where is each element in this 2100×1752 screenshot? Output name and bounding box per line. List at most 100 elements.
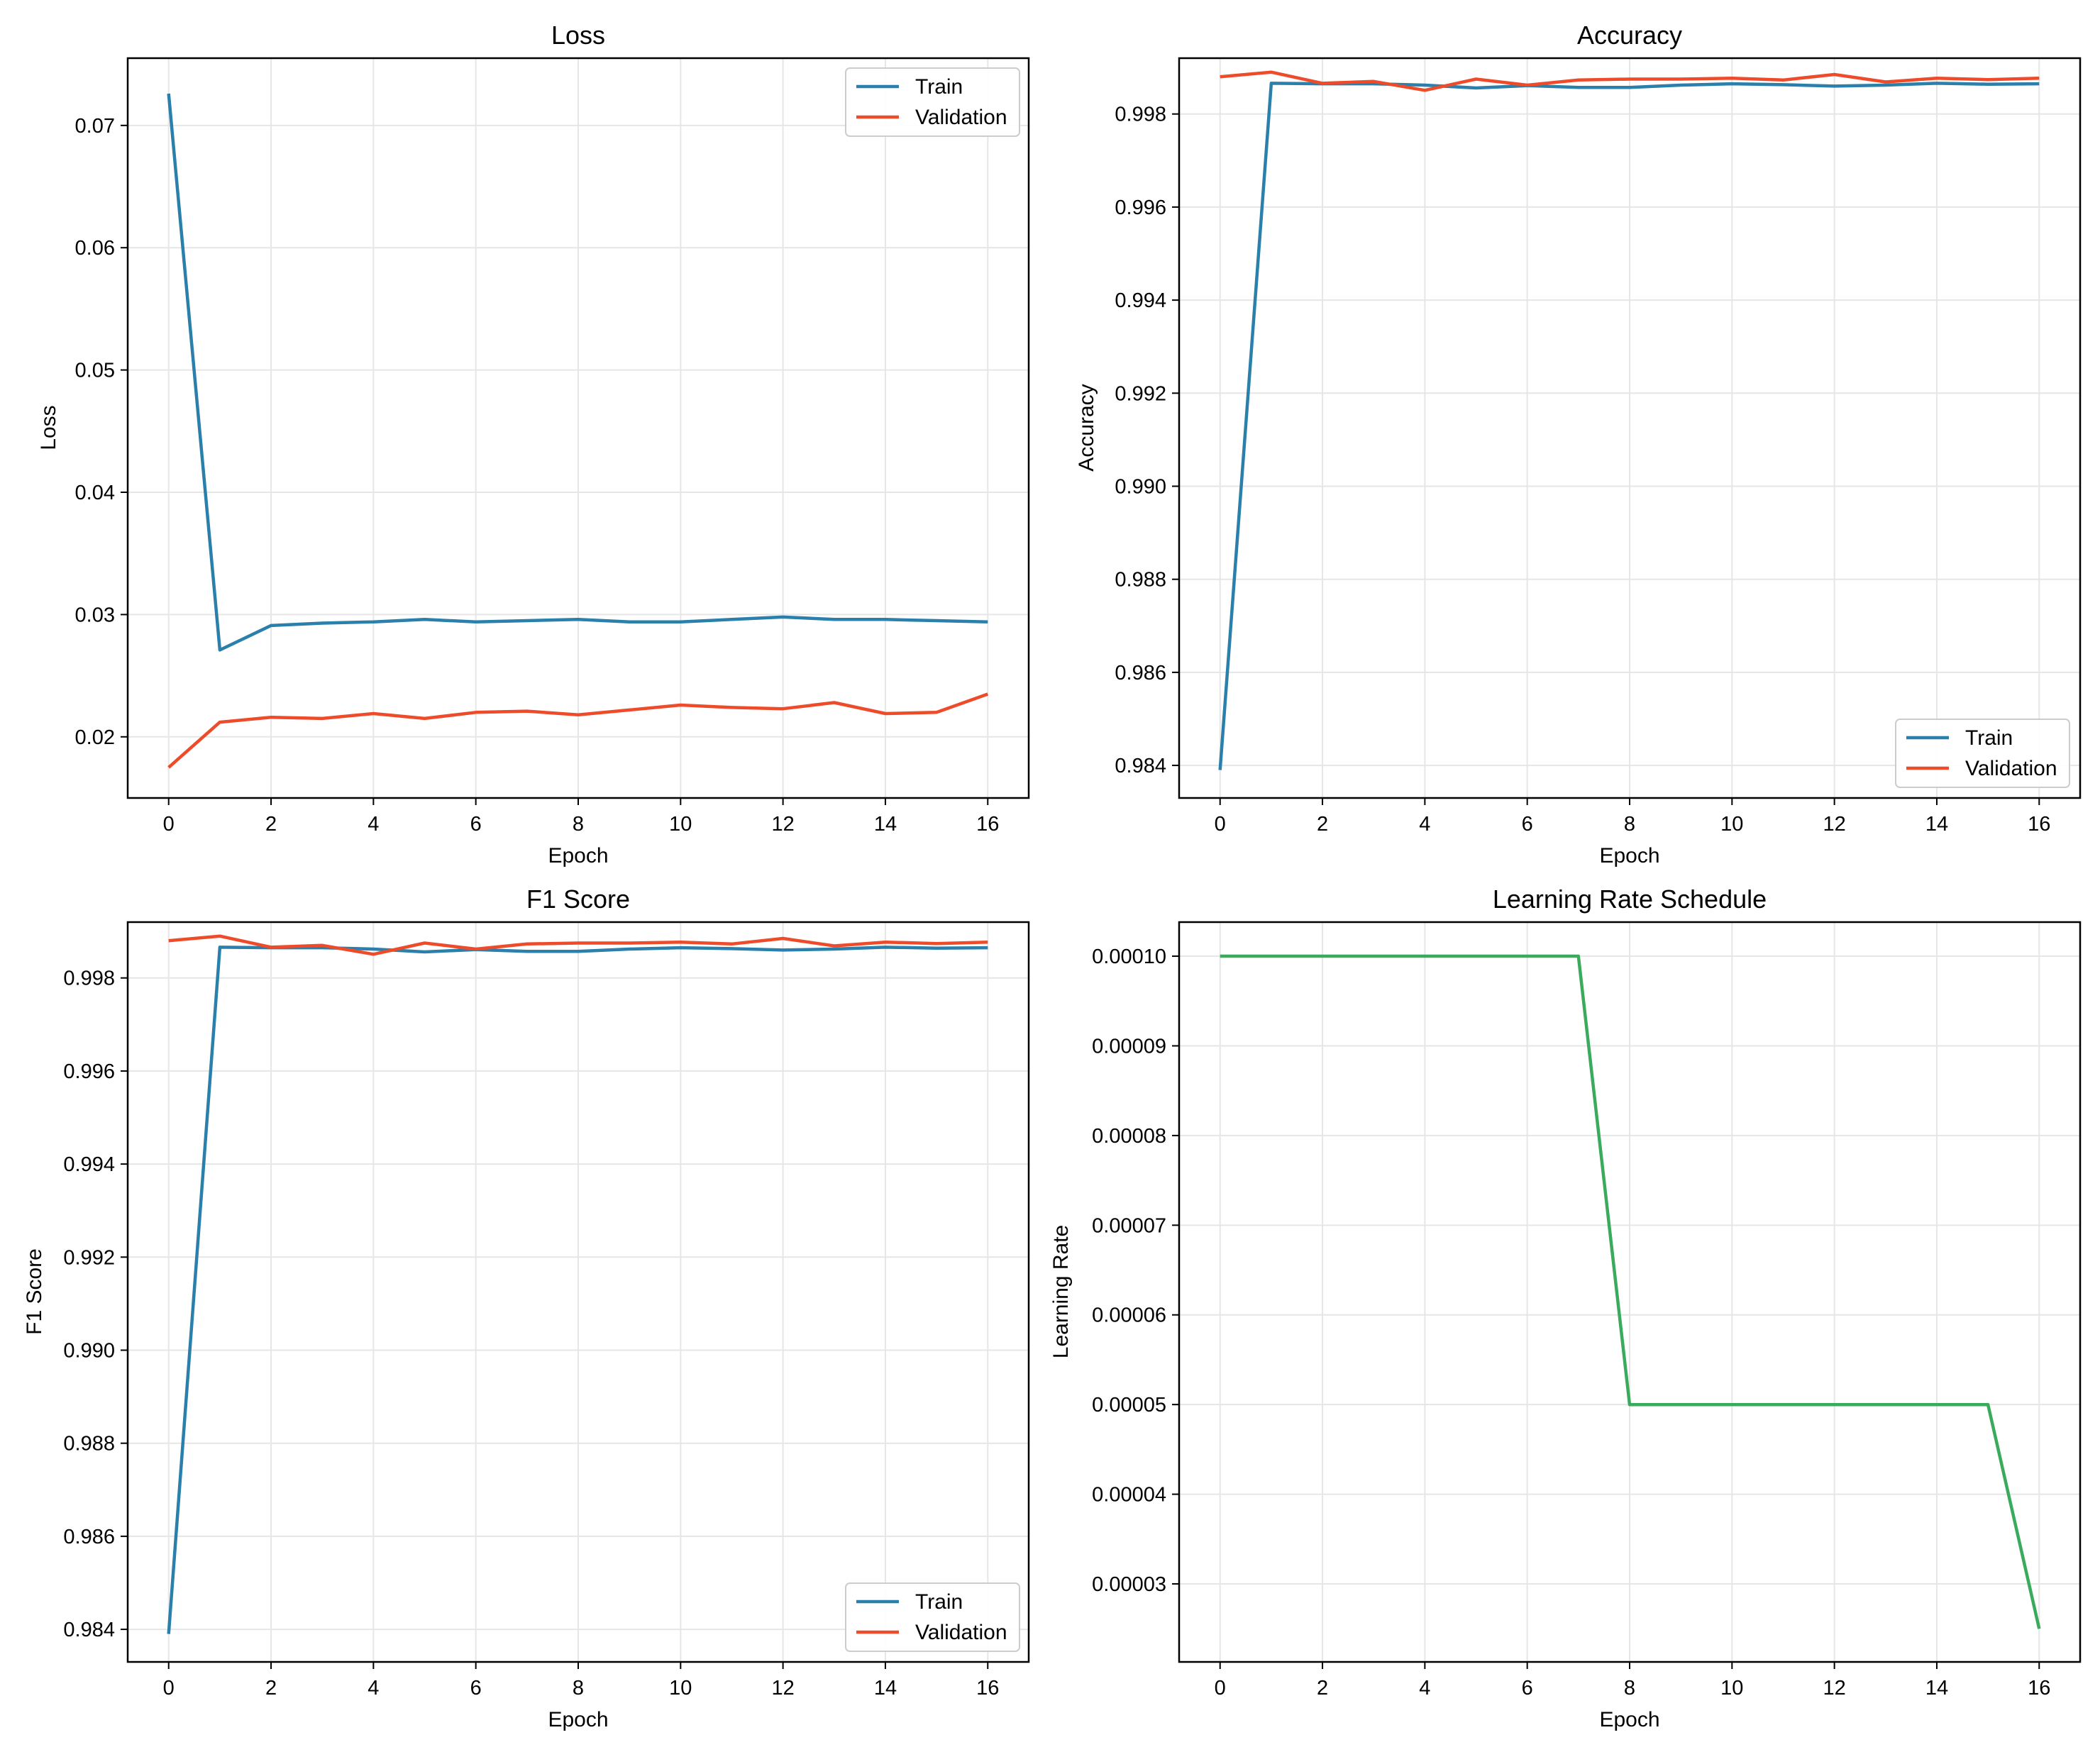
y-tick-label: 0.02 (75, 726, 115, 749)
y-axis: 0.02 0.03 0.04 0.05 0.06 0.07 (75, 115, 128, 749)
x-tick-label: 4 (368, 1677, 379, 1700)
y-tick-label: 0.984 (63, 1619, 115, 1641)
chart-title: F1 Score (526, 885, 630, 914)
legend-label-train: Train (1965, 726, 2013, 750)
x-tick-label: 0 (163, 813, 175, 836)
y-tick-label: 0.00007 (1092, 1214, 1166, 1237)
y-tick-label: 0.06 (75, 237, 115, 260)
x-tick-label: 12 (1823, 1677, 1846, 1700)
y-tick-label: 0.998 (1115, 104, 1166, 126)
x-axis-label: Epoch (1599, 844, 1659, 867)
y-axis: 0.00003 0.00004 0.00005 0.00006 0.00007 0.000… (1092, 946, 1179, 1596)
series-line-validation (1220, 70, 2040, 92)
y-tick-label: 0.984 (1115, 755, 1166, 777)
loss-panel: Loss 0 2 4 6 8 10 12 14 16 0.020.030.040.050.060… (37, 21, 1030, 867)
x-tick-label: 2 (1317, 813, 1328, 836)
series-line-train (1218, 82, 2040, 770)
series-layer (1218, 70, 2040, 770)
legend-label-train: Train (915, 75, 963, 99)
x-tick-label: 14 (874, 813, 897, 836)
x-tick-label: 10 (1720, 813, 1743, 836)
y-tick-label: 0.00008 (1092, 1125, 1166, 1148)
x-tick-label: 16 (2028, 813, 2050, 836)
y-tick-label: 0.988 (1115, 569, 1166, 592)
y-tick-label: 0.988 (63, 1433, 115, 1456)
x-tick-label: 12 (772, 1677, 795, 1700)
legend: Train Validation (1895, 719, 2070, 788)
grid (128, 58, 1029, 798)
series-line-train (167, 946, 988, 1634)
x-axis-label: Epoch (548, 1708, 608, 1731)
x-tick-label: 8 (573, 813, 584, 836)
x-tick-label: 14 (874, 1677, 897, 1700)
x-tick-label: 6 (470, 1677, 482, 1700)
y-tick-label: 0.996 (63, 1060, 115, 1083)
x-tick-label: 4 (1419, 1677, 1430, 1700)
y-tick-label: 0.00009 (1092, 1035, 1166, 1058)
y-tick-label: 0.00004 (1092, 1484, 1166, 1507)
x-tick-label: 8 (573, 1677, 584, 1700)
x-tick-label: 12 (1823, 813, 1846, 836)
series-layer (167, 93, 989, 769)
y-tick-label: 0.990 (1115, 475, 1166, 498)
learning-rate-panel: Learning Rate Schedule 0 2 4 6 8 10 12 14 16 0.0… (1049, 885, 2082, 1731)
y-axis-label: Accuracy (1075, 384, 1098, 471)
y-axis-label: F1 Score (23, 1248, 46, 1335)
x-tick-label: 0 (1215, 1677, 1226, 1700)
series-layer (1220, 954, 2041, 1629)
series-line-train (167, 93, 988, 652)
y-tick-label: 0.998 (63, 968, 115, 990)
x-tick-label: 14 (1925, 813, 1948, 836)
y-tick-label: 0.996 (1115, 196, 1166, 219)
x-tick-label: 8 (1624, 813, 1635, 836)
legend: Train Validation (845, 67, 1020, 137)
x-tick-label: 6 (1522, 813, 1533, 836)
x-axis-label: Epoch (1599, 1708, 1659, 1731)
y-tick-label: 0.994 (63, 1153, 115, 1176)
grid (128, 922, 1029, 1662)
x-axis: 0 2 4 6 8 10 12 14 16 (1215, 1662, 2050, 1700)
y-tick-label: 0.00005 (1092, 1394, 1166, 1416)
y-tick-label: 0.00003 (1092, 1573, 1166, 1596)
x-tick-label: 10 (669, 1677, 692, 1700)
y-tick-label: 0.990 (63, 1339, 115, 1362)
f1-score-panel: F1 Score 0 2 4 6 8 10 12 14 16 0.9840.9860.9880.… (23, 885, 1030, 1731)
x-tick-label: 10 (669, 813, 692, 836)
chart-title: Accuracy (1577, 21, 1682, 50)
x-axis: 0 2 4 6 8 10 12 14 16 (1215, 798, 2050, 836)
x-axis: 0 2 4 6 8 10 12 14 16 (163, 1662, 999, 1700)
x-tick-label: 12 (772, 813, 795, 836)
x-tick-label: 10 (1720, 1677, 1743, 1700)
x-tick-label: 2 (1317, 1677, 1328, 1700)
chart-title: Loss (551, 21, 605, 50)
legend-label-train: Train (915, 1590, 963, 1614)
series-line-validation (168, 934, 988, 956)
y-tick-label: 0.992 (63, 1246, 115, 1269)
legend-label-validation: Validation (1965, 757, 2057, 780)
x-tick-label: 16 (976, 813, 999, 836)
y-axis-label: Learning Rate (1049, 1225, 1073, 1358)
y-tick-label: 0.04 (75, 482, 115, 504)
x-tick-label: 14 (1925, 1677, 1948, 1700)
x-tick-label: 6 (1522, 1677, 1533, 1700)
x-tick-label: 2 (265, 813, 277, 836)
x-axis: 0 2 4 6 8 10 12 14 16 (163, 798, 999, 836)
y-tick-label: 0.986 (63, 1526, 115, 1548)
x-tick-label: 0 (1215, 813, 1226, 836)
y-tick-label: 0.07 (75, 115, 115, 138)
grid (1179, 922, 2080, 1662)
x-tick-label: 16 (2028, 1677, 2050, 1700)
x-tick-label: 4 (368, 813, 379, 836)
x-tick-label: 2 (265, 1677, 277, 1700)
x-tick-label: 4 (1419, 813, 1430, 836)
y-axis: 0.984 0.986 0.988 0.990 0.992 0.994 0.996 0.998 (63, 968, 128, 1641)
y-tick-label: 0.03 (75, 604, 115, 626)
y-tick-label: 0.994 (1115, 289, 1166, 312)
x-tick-label: 8 (1624, 1677, 1635, 1700)
y-tick-label: 0.05 (75, 360, 115, 382)
y-tick-label: 0.00010 (1092, 946, 1166, 968)
y-axis: 0.984 0.986 0.988 0.990 0.992 0.994 0.996 0.998 (1115, 104, 1179, 777)
y-tick-label: 0.992 (1115, 382, 1166, 405)
y-axis-label: Loss (37, 405, 60, 450)
